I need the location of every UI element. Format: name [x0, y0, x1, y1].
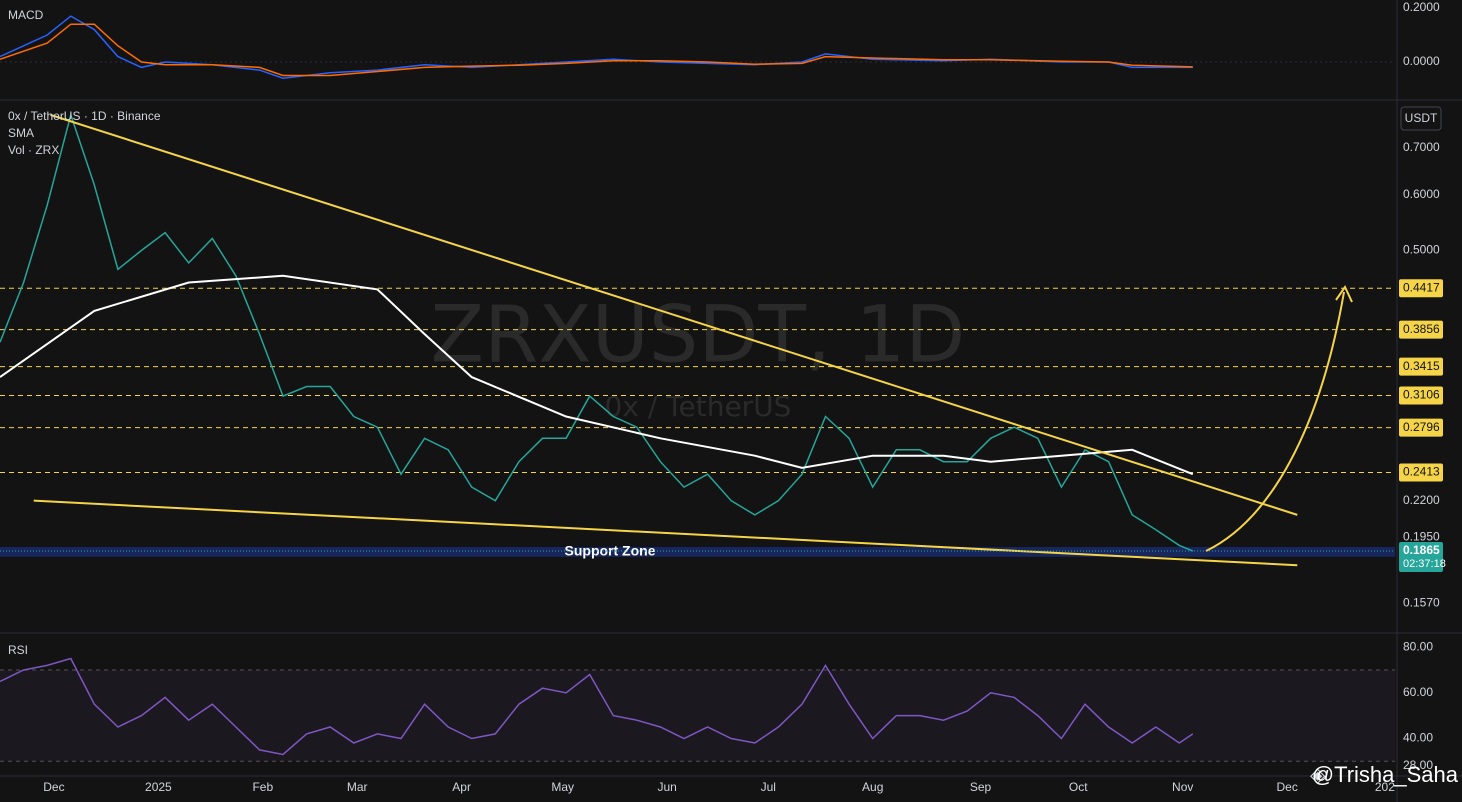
plot-area: 0.2000 0.0000 0.7000 0.6000 0.5000 0.2200 0.19…: [0, 0, 1446, 794]
x-tick-label: 2025: [145, 780, 172, 794]
level-box: [1399, 320, 1443, 339]
level-box: [1399, 357, 1443, 376]
series-line: [0, 657, 1194, 756]
level-label: 0.3415: [1403, 359, 1440, 373]
y-tick-label: 0.1950: [1403, 530, 1440, 544]
watermark: ZRXUSDT, 1D 0x / TetherUS: [431, 290, 966, 423]
support-zone-label: Support Zone: [565, 543, 656, 559]
countdown: 02:37:18: [1403, 558, 1446, 570]
y-tick-label: 0.5000: [1403, 243, 1440, 257]
trendline: [50, 113, 1298, 516]
x-tick-label: Dec: [1277, 780, 1298, 794]
trendline: [33, 499, 1298, 567]
credit-icon: ◈: [1310, 764, 1326, 786]
y-tick-label: 28.00: [1403, 758, 1433, 772]
level-box: [1399, 463, 1443, 482]
y-tick-label: 40.00: [1403, 731, 1433, 745]
pane-title: MACD: [8, 8, 44, 22]
pane-title: RSI: [8, 643, 28, 657]
y-tick-label: 0.6000: [1403, 187, 1440, 201]
y-tick-label: 0.7000: [1403, 140, 1440, 154]
x-tick-label: Mar: [347, 780, 368, 794]
y-tick-label: 0.1570: [1403, 596, 1440, 610]
x-tick-label: Dec: [43, 780, 64, 794]
y-tick-label: 0.2000: [1403, 0, 1440, 14]
currency-button[interactable]: [1400, 106, 1442, 131]
y-tick-label: 0.0000: [1403, 54, 1440, 68]
arrow-head: [1335, 284, 1353, 303]
x-tick-label: Jul: [761, 780, 776, 794]
projection-arrow: [1205, 291, 1345, 552]
x-tick-label: Apr: [452, 780, 471, 794]
watermark-subtitle: 0x / TetherUS: [605, 390, 792, 423]
last-price-label: 0.1865: [1403, 543, 1440, 557]
rsi-band: [0, 669, 1395, 762]
level-box: [1399, 279, 1443, 298]
level-box: [1399, 386, 1443, 405]
level-label: 0.3856: [1403, 322, 1440, 336]
level-box: [1399, 418, 1443, 437]
currency-label[interactable]: USDT: [1405, 111, 1438, 125]
series-line: [0, 112, 1194, 552]
x-tick-label: Sep: [970, 780, 992, 794]
series-line: [0, 23, 1193, 77]
volume-label: Vol · ZRX: [8, 143, 59, 157]
x-tick-label: Nov: [1172, 780, 1193, 794]
y-tick-label: 0.2200: [1403, 493, 1440, 507]
credit: @Trisha_Saha: [1312, 762, 1459, 787]
series-line: [0, 274, 1194, 476]
x-tick-label: Jun: [657, 780, 676, 794]
y-tick-label: 80.00: [1403, 639, 1433, 653]
y-tick-label: 60.00: [1403, 685, 1433, 699]
x-tick-label: 202: [1375, 780, 1395, 794]
watermark-symbol: ZRXUSDT, 1D: [431, 290, 966, 380]
x-tick-label: Feb: [252, 780, 273, 794]
level-label: 0.4417: [1403, 280, 1440, 294]
x-tick-label: Oct: [1069, 780, 1088, 794]
x-tick-label: May: [551, 780, 574, 794]
x-tick-label: Aug: [862, 780, 883, 794]
level-label: 0.2413: [1403, 465, 1440, 479]
level-label: 0.3106: [1403, 388, 1440, 402]
last-price-box: [1399, 542, 1443, 573]
level-label: 0.2796: [1403, 420, 1440, 434]
chart-title: 0x / TetherUS · 1D · Binance: [8, 109, 161, 123]
legend-entry: SMA: [8, 126, 34, 140]
support-zone: [0, 546, 1395, 557]
